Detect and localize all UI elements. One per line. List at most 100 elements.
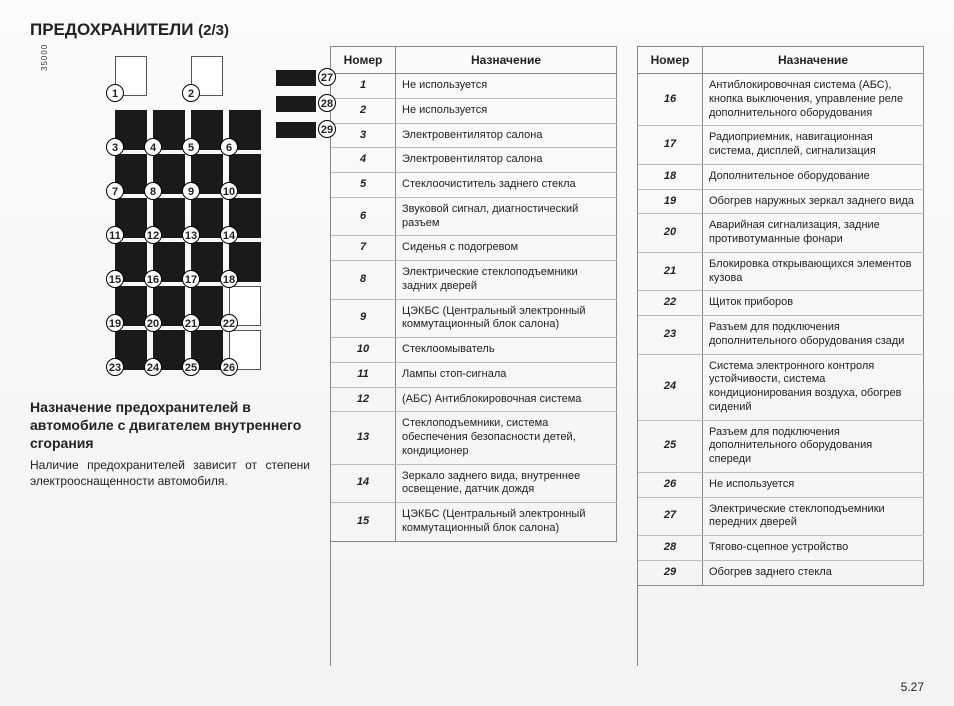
fuse-number-cell: 4 xyxy=(331,148,396,173)
table-row: 23Разъем для подключения дополнительного… xyxy=(638,316,924,355)
fuse-slot xyxy=(276,96,316,112)
fuse-number-label: 16 xyxy=(144,270,162,288)
table-head-number: Номер xyxy=(638,47,703,74)
fuse-number-cell: 19 xyxy=(638,189,703,214)
table-row: 7Сиденья с подогревом xyxy=(331,236,617,261)
fuse-number-label: 20 xyxy=(144,314,162,332)
table-row: 21Блокировка открывающихся элементов куз… xyxy=(638,252,924,291)
fuse-number-cell: 3 xyxy=(331,123,396,148)
fuse-desc-cell: Не используется xyxy=(396,98,617,123)
fuse-desc-cell: Разъем для подключения дополнительного о… xyxy=(703,316,924,355)
fuse-desc-cell: Обогрев наружных зеркал заднего вида xyxy=(703,189,924,214)
fuse-desc-cell: Стеклоподъемники, система обеспечения бе… xyxy=(396,412,617,464)
table-row: 17Радиоприемник, навигационная система, … xyxy=(638,126,924,165)
fuse-desc-cell: Тягово-сцепное устройство xyxy=(703,536,924,561)
table-row: 18Дополнительное оборудование xyxy=(638,164,924,189)
fuse-diagram: 1227282934567891011121314151617181920212… xyxy=(70,56,310,386)
content-columns: 35000 1227282934567891011121314151617181… xyxy=(30,46,924,686)
fuse-number-cell: 27 xyxy=(638,497,703,536)
fuse-number-label: 21 xyxy=(182,314,200,332)
fuse-table-left-table: Номер Назначение 1Не используется2Не исп… xyxy=(331,46,617,542)
fuse-number-label: 12 xyxy=(144,226,162,244)
table-row: 14Зеркало заднего вида, внутреннее освещ… xyxy=(331,464,617,503)
table-row: 16Антиблокировочная система (АБС), кнопк… xyxy=(638,74,924,126)
fuse-number-cell: 11 xyxy=(331,362,396,387)
fuse-desc-cell: Электрические стеклоподъемники передних … xyxy=(703,497,924,536)
fuse-desc-cell: Электровентилятор салона xyxy=(396,123,617,148)
fuse-number-cell: 20 xyxy=(638,214,703,253)
fuse-desc-cell: ЦЭКБС (Центральный электронный коммутаци… xyxy=(396,503,617,542)
table-row: 1Не используется xyxy=(331,74,617,99)
fuse-desc-cell: Щиток приборов xyxy=(703,291,924,316)
fuse-desc-cell: Не используется xyxy=(703,472,924,497)
fuse-number-cell: 28 xyxy=(638,536,703,561)
description-heading: Назначение предохранителей в автомобиле … xyxy=(30,398,310,453)
fuse-number-label: 27 xyxy=(318,68,336,86)
fuse-number-cell: 15 xyxy=(331,503,396,542)
fuse-number-label: 25 xyxy=(182,358,200,376)
page-number: 5.27 xyxy=(901,680,924,694)
fuse-number-label: 10 xyxy=(220,182,238,200)
fuse-number-label: 8 xyxy=(144,182,162,200)
table-row: 11Лампы стоп-сигнала xyxy=(331,362,617,387)
fuse-number-label: 29 xyxy=(318,120,336,138)
table-row: 4Электровентилятор салона xyxy=(331,148,617,173)
fuse-number-label: 28 xyxy=(318,94,336,112)
table-row: 28Тягово-сцепное устройство xyxy=(638,536,924,561)
fuse-number-label: 11 xyxy=(106,226,124,244)
fuse-number-label: 4 xyxy=(144,138,162,156)
fuse-table-right-table: Номер Назначение 16Антиблокировочная сис… xyxy=(638,46,924,586)
fuse-number-label: 26 xyxy=(220,358,238,376)
fuse-table-right: Номер Назначение 16Антиблокировочная сис… xyxy=(637,46,924,666)
fuse-number-cell: 25 xyxy=(638,420,703,472)
table-row: 12(АБС) Антиблокировочная система xyxy=(331,387,617,412)
fuse-desc-cell: Не используется xyxy=(396,74,617,99)
fuse-number-label: 5 xyxy=(182,138,200,156)
description-body: Наличие предохранителей зависит от степе… xyxy=(30,457,310,489)
table-row: 10Стеклоомыватель xyxy=(331,338,617,363)
fuse-number-cell: 24 xyxy=(638,354,703,420)
fuse-desc-cell: Блокировка открывающихся элементов кузов… xyxy=(703,252,924,291)
fuse-number-label: 6 xyxy=(220,138,238,156)
fuse-desc-cell: Разъем для подключения дополнительного о… xyxy=(703,420,924,472)
table-head-desc: Назначение xyxy=(703,47,924,74)
fuse-desc-cell: Радиоприемник, навигационная система, ди… xyxy=(703,126,924,165)
fuse-number-cell: 2 xyxy=(331,98,396,123)
fuse-number-cell: 12 xyxy=(331,387,396,412)
fuse-number-label: 18 xyxy=(220,270,238,288)
page-title-suffix: (2/3) xyxy=(198,22,229,39)
left-column: 35000 1227282934567891011121314151617181… xyxy=(30,46,310,489)
fuse-number-label: 15 xyxy=(106,270,124,288)
fuse-number-cell: 18 xyxy=(638,164,703,189)
manual-page: ПРЕДОХРАНИТЕЛИ (2/3) 35000 1227282934567… xyxy=(0,0,954,706)
table-row: 26Не используется xyxy=(638,472,924,497)
fuse-slot xyxy=(276,70,316,86)
fuse-number-label: 19 xyxy=(106,314,124,332)
table-row: 3Электровентилятор салона xyxy=(331,123,617,148)
fuse-number-label: 24 xyxy=(144,358,162,376)
fuse-desc-cell: (АБС) Антиблокировочная система xyxy=(396,387,617,412)
fuse-number-cell: 21 xyxy=(638,252,703,291)
table-row: 9ЦЭКБС (Центральный электронный коммутац… xyxy=(331,299,617,338)
fuse-slot xyxy=(276,122,316,138)
page-title-text: ПРЕДОХРАНИТЕЛИ xyxy=(30,20,193,39)
table-row: 2Не используется xyxy=(331,98,617,123)
fuse-desc-cell: Стеклоомыватель xyxy=(396,338,617,363)
fuse-number-cell: 22 xyxy=(638,291,703,316)
fuse-number-cell: 10 xyxy=(331,338,396,363)
fuse-number-cell: 6 xyxy=(331,197,396,236)
fuse-desc-cell: Лампы стоп-сигнала xyxy=(396,362,617,387)
fuse-number-label: 9 xyxy=(182,182,200,200)
fuse-desc-cell: Система электронного контроля устойчивос… xyxy=(703,354,924,420)
table-row: 29Обогрев заднего стекла xyxy=(638,560,924,585)
fuse-number-cell: 1 xyxy=(331,74,396,99)
fuse-table-left: Номер Назначение 1Не используется2Не исп… xyxy=(330,46,617,666)
table-row: 19Обогрев наружных зеркал заднего вида xyxy=(638,189,924,214)
fuse-number-label: 17 xyxy=(182,270,200,288)
fuse-number-cell: 9 xyxy=(331,299,396,338)
fuse-desc-cell: Зеркало заднего вида, внутреннее освещен… xyxy=(396,464,617,503)
fuse-desc-cell: Аварийная сигнализация, задние противоту… xyxy=(703,214,924,253)
fuse-number-label: 3 xyxy=(106,138,124,156)
fuse-number-cell: 7 xyxy=(331,236,396,261)
table-head-number: Номер xyxy=(331,47,396,74)
